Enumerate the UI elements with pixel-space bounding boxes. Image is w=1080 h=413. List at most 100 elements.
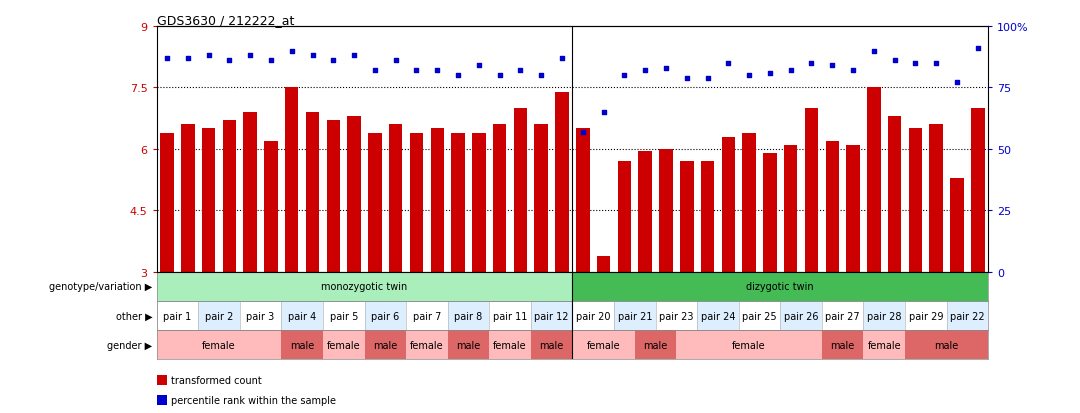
- Point: [824, 63, 841, 69]
- Point: [616, 73, 633, 79]
- Bar: [680, 162, 693, 272]
- Bar: [448, 301, 489, 330]
- Bar: [659, 150, 673, 272]
- Text: other ▶: other ▶: [116, 311, 152, 321]
- Bar: [905, 330, 988, 359]
- Bar: [572, 272, 988, 301]
- Text: pair 8: pair 8: [455, 311, 483, 321]
- Text: male: male: [934, 340, 959, 350]
- Bar: [676, 330, 822, 359]
- Bar: [864, 301, 905, 330]
- Text: male: male: [644, 340, 667, 350]
- Bar: [265, 141, 278, 272]
- Text: pair 29: pair 29: [908, 311, 943, 321]
- Point: [408, 68, 426, 74]
- Bar: [157, 272, 572, 301]
- Bar: [323, 330, 365, 359]
- Text: female: female: [410, 340, 444, 350]
- Text: pair 6: pair 6: [372, 311, 400, 321]
- Text: female: female: [494, 340, 527, 350]
- Bar: [947, 301, 988, 330]
- Text: pair 1: pair 1: [163, 311, 191, 321]
- Bar: [781, 301, 822, 330]
- Point: [346, 53, 363, 59]
- Text: pair 23: pair 23: [659, 311, 693, 321]
- Bar: [864, 330, 905, 359]
- Point: [719, 60, 737, 67]
- Text: pair 5: pair 5: [329, 311, 357, 321]
- Point: [741, 73, 758, 79]
- Bar: [721, 137, 735, 272]
- Bar: [742, 133, 756, 272]
- Text: pair 26: pair 26: [784, 311, 819, 321]
- Bar: [472, 133, 486, 272]
- Bar: [348, 117, 361, 272]
- Bar: [822, 301, 864, 330]
- Bar: [492, 125, 507, 272]
- Point: [200, 53, 217, 59]
- Point: [159, 55, 176, 62]
- Bar: [448, 330, 489, 359]
- Point: [449, 73, 467, 79]
- Bar: [243, 113, 257, 272]
- Text: GDS3630 / 212222_at: GDS3630 / 212222_at: [157, 14, 294, 27]
- Bar: [409, 133, 423, 272]
- Point: [220, 58, 238, 64]
- Text: gender ▶: gender ▶: [107, 340, 152, 350]
- Point: [699, 75, 716, 82]
- Bar: [489, 330, 531, 359]
- Point: [865, 48, 882, 55]
- Bar: [739, 301, 781, 330]
- Bar: [531, 301, 572, 330]
- Text: pair 3: pair 3: [246, 311, 274, 321]
- Text: percentile rank within the sample: percentile rank within the sample: [171, 395, 336, 405]
- Point: [575, 129, 592, 136]
- Point: [761, 70, 779, 77]
- Bar: [240, 301, 282, 330]
- Bar: [822, 330, 864, 359]
- Bar: [905, 301, 947, 330]
- Point: [179, 55, 197, 62]
- Text: pair 12: pair 12: [535, 311, 569, 321]
- Text: male: male: [540, 340, 564, 350]
- Bar: [406, 330, 448, 359]
- Bar: [971, 109, 985, 272]
- Point: [886, 58, 903, 64]
- Bar: [199, 301, 240, 330]
- Point: [802, 60, 820, 67]
- Bar: [306, 113, 320, 272]
- Bar: [635, 330, 676, 359]
- Bar: [365, 301, 406, 330]
- Text: pair 24: pair 24: [701, 311, 735, 321]
- Bar: [531, 330, 572, 359]
- Text: pair 11: pair 11: [492, 311, 527, 321]
- Bar: [323, 301, 365, 330]
- Point: [658, 65, 675, 72]
- Text: pair 21: pair 21: [618, 311, 652, 321]
- Point: [303, 53, 321, 59]
- Text: pair 2: pair 2: [205, 311, 233, 321]
- Bar: [157, 301, 199, 330]
- Point: [678, 75, 696, 82]
- Bar: [489, 301, 531, 330]
- Bar: [451, 133, 464, 272]
- Point: [387, 58, 404, 64]
- Bar: [597, 256, 610, 272]
- Text: male: male: [374, 340, 397, 350]
- Text: dizygotic twin: dizygotic twin: [746, 282, 814, 292]
- Point: [325, 58, 342, 64]
- Bar: [514, 109, 527, 272]
- Point: [595, 109, 612, 116]
- Point: [470, 63, 487, 69]
- Text: pair 28: pair 28: [867, 311, 902, 321]
- Bar: [160, 133, 174, 272]
- Point: [532, 73, 550, 79]
- Bar: [157, 330, 282, 359]
- Bar: [908, 129, 922, 272]
- Text: male: male: [457, 340, 481, 350]
- Bar: [202, 129, 215, 272]
- Bar: [181, 125, 194, 272]
- Bar: [618, 162, 631, 272]
- Text: monozygotic twin: monozygotic twin: [322, 282, 407, 292]
- Bar: [701, 162, 714, 272]
